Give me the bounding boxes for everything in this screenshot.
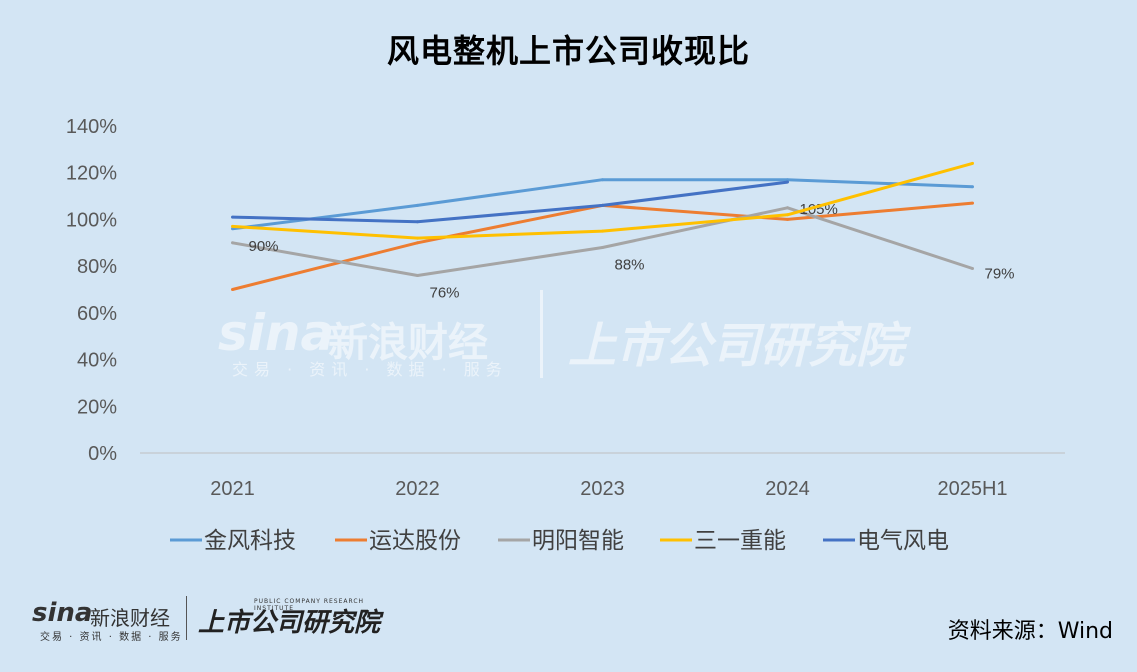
brand-footer: sina 新浪财经 交易 · 资讯 · 数据 · 服务 PUBLIC COMPA…: [32, 596, 402, 643]
data-point: [971, 266, 974, 270]
data-label: 79%: [985, 265, 1015, 282]
brand-divider: [186, 596, 187, 640]
institute-name: 上市公司研究院: [198, 608, 381, 638]
source-note: 资料来源：Wind: [947, 619, 1113, 644]
y-tick-label: 140%: [66, 116, 117, 138]
data-point: [601, 178, 604, 182]
data-point: [231, 288, 234, 291]
legend-label-5: 电气风电: [857, 528, 949, 554]
x-tick-label: 2022: [395, 478, 440, 500]
data-point: [416, 236, 419, 240]
y-tick-label: 60%: [77, 303, 117, 325]
data-point: [601, 203, 604, 207]
legend-label-4: 三一重能: [694, 528, 786, 554]
x-tick-label: 2025H1: [937, 478, 1007, 500]
line-chart: 0% 20% 40% 60% 80% 100% 120% 140% 2021 2022 2023 20…: [66, 116, 1065, 554]
institute-english: PUBLIC COMPANY RESEARCH INSTITUTE: [254, 598, 365, 612]
data-point: [231, 215, 234, 219]
y-tick-label: 120%: [66, 163, 117, 185]
x-tick-label: 2021: [210, 478, 255, 500]
data-point: [786, 206, 789, 210]
legend-label-1: 金风科技: [204, 528, 296, 554]
data-label: 88%: [615, 256, 645, 273]
data-point: [231, 224, 234, 228]
data-point: [416, 241, 419, 245]
data-point: [601, 229, 604, 233]
data-label: 76%: [430, 284, 460, 301]
y-tick-label: 100%: [66, 209, 117, 231]
brand-name: 新浪财经: [90, 606, 170, 630]
legend-label-3: 明阳智能: [532, 528, 624, 554]
series-line-5: [232, 180, 788, 224]
data-point: [416, 220, 419, 224]
y-tick-label: 0%: [88, 443, 117, 465]
series-line-3: [232, 206, 973, 277]
data-point: [971, 185, 974, 189]
y-tick-label: 40%: [77, 350, 117, 372]
legend-label-2: 运达股份: [369, 528, 461, 554]
data-point: [231, 227, 234, 231]
data-point: [416, 273, 419, 277]
sina-logo: sina: [32, 598, 93, 628]
x-tick-label: 2023: [580, 478, 625, 500]
data-point: [786, 178, 789, 182]
data-point: [416, 203, 419, 207]
chart-title: 风电整机上市公司收现比: [386, 32, 750, 70]
data-point: [231, 241, 234, 245]
y-tick-label: 80%: [77, 256, 117, 278]
data-label: 90%: [249, 238, 279, 255]
data-point: [786, 180, 789, 184]
data-point: [786, 217, 789, 221]
data-point: [971, 161, 974, 165]
data-point: [971, 201, 974, 205]
x-tick-label: 2024: [765, 478, 810, 500]
brand-tagline: 交易 · 资讯 · 数据 · 服务: [40, 632, 183, 643]
y-tick-label: 20%: [77, 396, 117, 418]
series-line-4: [232, 161, 973, 240]
data-point: [786, 213, 789, 217]
data-point: [601, 245, 604, 249]
